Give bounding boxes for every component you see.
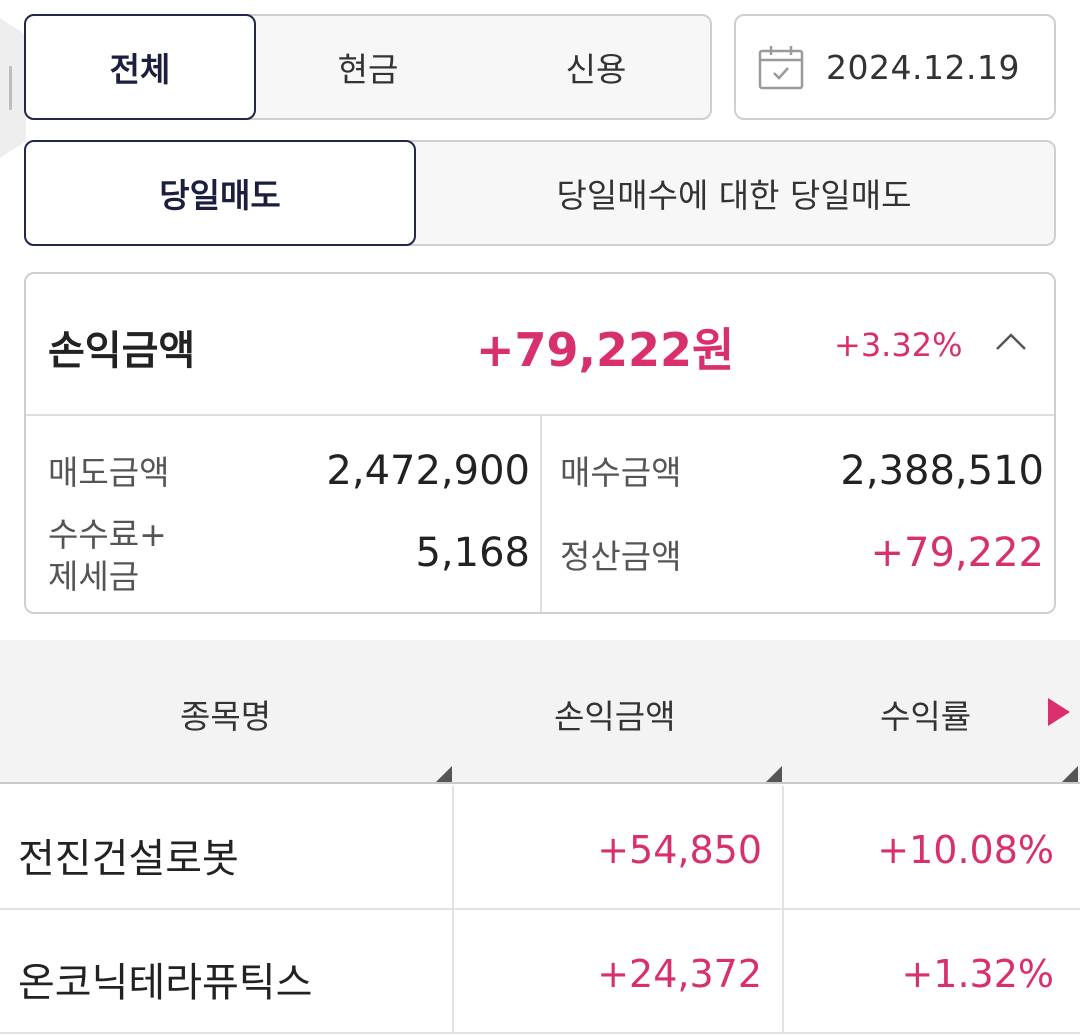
tab-same-day-sell[interactable]: 당일매도 — [24, 140, 416, 246]
header-stock-name[interactable]: 종목명 — [180, 697, 272, 736]
column-divider — [452, 910, 454, 1032]
chevron-up-icon[interactable] — [994, 330, 1028, 352]
buy-amount-label: 매수금액 — [560, 453, 682, 492]
summary-left-column: 매도금액 2,472,900 수수료+ 제세금 5,168 — [26, 416, 542, 612]
settlement-label: 정산금액 — [560, 537, 682, 576]
summary-details: 매도금액 2,472,900 수수료+ 제세금 5,168 매수금액 2,388… — [26, 416, 1054, 612]
table-header: 종목명 손익금액 수익률 — [0, 640, 1080, 784]
column-divider — [452, 786, 454, 908]
row-profit-amount: +54,850 — [597, 828, 762, 872]
summary-title: 손익금액 — [48, 328, 196, 374]
header-profit-rate[interactable]: 수익률 — [880, 697, 972, 736]
row-profit-rate: +10.08% — [877, 828, 1054, 872]
row-stock-name: 전진건설로봇 — [18, 836, 239, 882]
settlement-value: +79,222 — [870, 530, 1044, 576]
sort-corner-icon — [1062, 766, 1078, 782]
sell-amount-label: 매도금액 — [48, 453, 170, 492]
tab-credit[interactable]: 신용 — [565, 50, 627, 89]
row-profit-amount: +24,372 — [597, 952, 762, 996]
date-picker[interactable]: 2024.12.19 — [734, 14, 1056, 120]
sell-type-tabs: 당일매도 당일매수에 대한 당일매도 — [24, 140, 1056, 246]
date-value: 2024.12.19 — [826, 47, 1020, 87]
summary-header[interactable]: 손익금액 +79,222원 +3.32% — [26, 274, 1054, 416]
account-type-tabs: 전체 현금 신용 — [24, 14, 712, 120]
row-stock-name: 온코닉테라퓨틱스 — [18, 960, 313, 1006]
summary-profit-rate: +3.32% — [834, 326, 963, 364]
buy-amount-value: 2,388,510 — [840, 448, 1044, 494]
drawer-handle[interactable] — [0, 18, 26, 158]
fee-label-line1: 수수료+ — [48, 515, 167, 554]
sort-corner-icon — [766, 766, 782, 782]
sell-amount-value: 2,472,900 — [326, 448, 530, 494]
fee-value: 5,168 — [415, 530, 530, 576]
table-row[interactable]: 온코닉테라퓨틱스 +24,372 +1.32% — [0, 910, 1080, 1034]
summary-profit-amount: +79,222원 — [476, 323, 735, 377]
row-profit-rate: +1.32% — [901, 952, 1054, 996]
profit-summary-card: 손익금액 +79,222원 +3.32% 매도금액 2,472,900 수수료+… — [24, 272, 1056, 614]
sort-corner-icon — [436, 766, 452, 782]
summary-right-column: 매수금액 2,388,510 정산금액 +79,222 — [542, 416, 1054, 612]
calendar-icon — [758, 46, 804, 90]
header-profit-amount[interactable]: 손익금액 — [554, 697, 676, 736]
column-divider — [782, 910, 784, 1032]
tab-same-day-buy-sell[interactable]: 당일매수에 대한 당일매도 — [556, 176, 912, 215]
tab-cash[interactable]: 현금 — [337, 50, 399, 89]
scroll-right-arrow-icon[interactable] — [1048, 698, 1070, 726]
column-divider — [782, 786, 784, 908]
tab-all[interactable]: 전체 — [24, 14, 256, 120]
fee-label-line2: 제세금 — [48, 557, 140, 596]
table-row[interactable]: 전진건설로봇 +54,850 +10.08% — [0, 786, 1080, 910]
